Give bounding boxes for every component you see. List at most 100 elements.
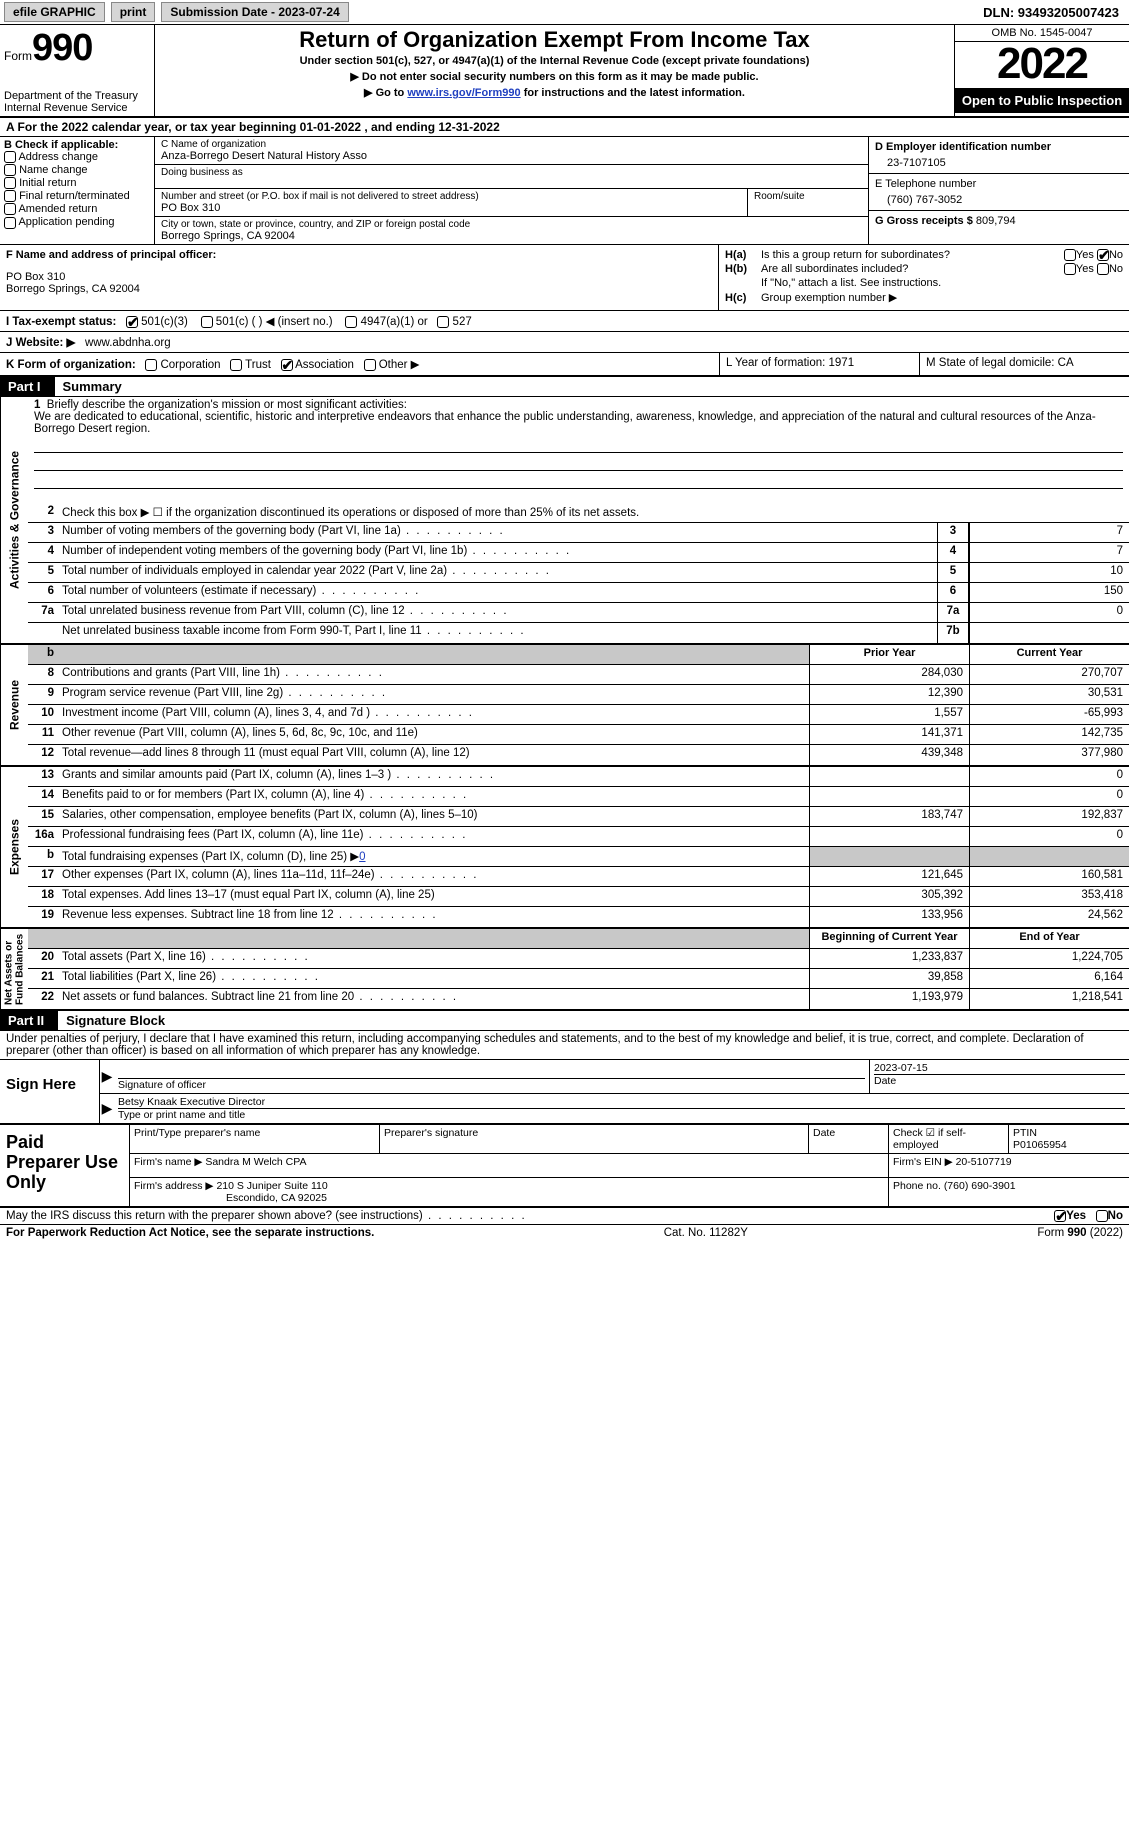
row-14: 14Benefits paid to or for members (Part …	[28, 787, 1129, 807]
chk-501c[interactable]	[201, 316, 213, 328]
prep-date-label: Date	[809, 1125, 889, 1153]
firm-addr1: 210 S Juniper Suite 110	[216, 1180, 327, 1192]
row-2: 2 Check this box ▶ ☐ if the organization…	[28, 503, 1129, 523]
m-state: M State of legal domicile: CA	[919, 353, 1129, 375]
dba-box: Doing business as	[155, 165, 868, 189]
side-ag: Activities & Governance	[0, 397, 28, 643]
form-number: 990	[32, 27, 92, 69]
chk-other[interactable]	[364, 359, 376, 371]
hdr-beg: Beginning of Current Year	[809, 929, 969, 948]
line-a: A For the 2022 calendar year, or tax yea…	[0, 118, 1129, 137]
discuss-row: May the IRS discuss this return with the…	[0, 1208, 1129, 1225]
discuss-yes-chk[interactable]	[1054, 1210, 1066, 1222]
q1-text: Briefly describe the organization's miss…	[47, 399, 407, 411]
part1-header: Part I Summary	[0, 377, 1129, 397]
chk-trust[interactable]	[230, 359, 242, 371]
phone-box: E Telephone number (760) 767-3052	[869, 174, 1129, 211]
hb-yes-chk[interactable]	[1064, 263, 1076, 275]
row-4: 4Number of independent voting members of…	[28, 543, 1129, 563]
name-box: Betsy Knaak Executive Director Type or p…	[114, 1094, 1129, 1123]
header-right: OMB No. 1545-0047 2022 Open to Public In…	[954, 25, 1129, 116]
hb-row: H(b) Are all subordinates included? Yes …	[725, 263, 1123, 275]
gross-box: G Gross receipts $ 809,794	[869, 211, 1129, 231]
row-20: 20Total assets (Part X, line 16)1,233,83…	[28, 949, 1129, 969]
pra-text: For Paperwork Reduction Act Notice, see …	[6, 1227, 374, 1239]
row-10: 10Investment income (Part VIII, column (…	[28, 705, 1129, 725]
row-i: I Tax-exempt status: 501(c)(3) 501(c) ( …	[0, 311, 1129, 332]
row-13: 13Grants and similar amounts paid (Part …	[28, 767, 1129, 787]
col-b: B Check if applicable: Address change Na…	[0, 137, 155, 244]
side-na: Net Assets orFund Balances	[0, 929, 28, 1009]
chk-501c3[interactable]	[126, 316, 138, 328]
row-12: 12Total revenue—add lines 8 through 11 (…	[28, 745, 1129, 765]
section-h: H(a) Is this a group return for subordin…	[719, 245, 1129, 310]
hc-row: H(c) Group exemption number ▶	[725, 291, 1123, 304]
form-title: Return of Organization Exempt From Incom…	[161, 27, 948, 53]
ha-no-chk[interactable]	[1097, 249, 1109, 261]
f-addr1: PO Box 310	[6, 271, 712, 283]
col-c: C Name of organization Anza-Borrego Dese…	[155, 137, 869, 244]
i-label: I Tax-exempt status:	[6, 316, 116, 328]
ein-box: D Employer identification number 23-7107…	[869, 137, 1129, 174]
tax-year: 2022	[955, 42, 1129, 89]
sig-date: 2023-07-15	[874, 1062, 1125, 1074]
addr-value: PO Box 310	[161, 202, 741, 214]
k-label: K Form of organization:	[6, 359, 136, 371]
prep-title: Paid Preparer Use Only	[0, 1125, 130, 1206]
header-center: Return of Organization Exempt From Incom…	[155, 25, 954, 116]
row-7a: 7aTotal unrelated business revenue from …	[28, 603, 1129, 623]
print-button[interactable]: print	[111, 2, 156, 22]
footer-last: For Paperwork Reduction Act Notice, see …	[0, 1225, 1129, 1241]
hb-no-chk[interactable]	[1097, 263, 1109, 275]
row-17: 17Other expenses (Part IX, column (A), l…	[28, 867, 1129, 887]
revenue-section: Revenue b Prior Year Current Year 8Contr…	[0, 645, 1129, 767]
irs-link[interactable]: www.irs.gov/Form990	[407, 87, 520, 99]
hc-text: Group exemption number ▶	[761, 291, 897, 304]
sig-date-label: Date	[874, 1074, 1125, 1087]
dln-number: DLN: 93493205007423	[983, 5, 1125, 20]
chk-address[interactable]: Address change	[4, 151, 150, 163]
row-15: 15Salaries, other compensation, employee…	[28, 807, 1129, 827]
chk-pending[interactable]: Application pending	[4, 216, 150, 228]
prep-selfemp: Check ☑ if self-employed	[889, 1125, 1009, 1153]
chk-4947[interactable]	[345, 316, 357, 328]
row-6: 6Total number of volunteers (estimate if…	[28, 583, 1129, 603]
chk-corp[interactable]	[145, 359, 157, 371]
ptin-value: P01065954	[1013, 1139, 1067, 1151]
sign-block: Sign Here ▶ Signature of officer 2023-07…	[0, 1060, 1129, 1125]
phone-label: E Telephone number	[875, 178, 1123, 190]
chk-initial[interactable]: Initial return	[4, 177, 150, 189]
phone-value: (760) 767-3052	[875, 190, 1123, 206]
row-7b: Net unrelated business taxable income fr…	[28, 623, 1129, 643]
na-hdr: Beginning of Current Year End of Year	[28, 929, 1129, 949]
note2-post: for instructions and the latest informat…	[521, 87, 745, 99]
room-label: Room/suite	[748, 189, 868, 216]
org-name-label: C Name of organization	[161, 139, 862, 150]
part2-title: Signature Block	[58, 1013, 165, 1028]
row-9: 9Program service revenue (Part VIII, lin…	[28, 685, 1129, 705]
v4: 7	[969, 543, 1129, 562]
sig-label: Signature of officer	[118, 1078, 865, 1091]
discuss-text: May the IRS discuss this return with the…	[6, 1210, 527, 1222]
hb-note: If "No," attach a list. See instructions…	[725, 277, 1123, 289]
fundraising-link[interactable]: 0	[359, 851, 365, 863]
form-note1: ▶ Do not enter social security numbers o…	[161, 70, 948, 83]
row-16a: 16aProfessional fundraising fees (Part I…	[28, 827, 1129, 847]
chk-name[interactable]: Name change	[4, 164, 150, 176]
chk-assoc[interactable]	[281, 359, 293, 371]
hdr-curr: Current Year	[969, 645, 1129, 664]
ha-yes-chk[interactable]	[1064, 249, 1076, 261]
sig-box: Signature of officer	[114, 1060, 869, 1093]
row-22: 22Net assets or fund balances. Subtract …	[28, 989, 1129, 1009]
chk-amended[interactable]: Amended return	[4, 203, 150, 215]
row-21: 21Total liabilities (Part X, line 26)39,…	[28, 969, 1129, 989]
chk-final[interactable]: Final return/terminated	[4, 190, 150, 202]
part1-num: Part I	[0, 377, 55, 396]
prep-name-label: Print/Type preparer's name	[130, 1125, 380, 1153]
chk-527[interactable]	[437, 316, 449, 328]
f-addr2: Borrego Springs, CA 92004	[6, 283, 712, 295]
discuss-no-chk[interactable]	[1096, 1210, 1108, 1222]
firm-addr2: Escondido, CA 92025	[134, 1192, 327, 1204]
expenses-section: Expenses 13Grants and similar amounts pa…	[0, 767, 1129, 929]
rev-hdr: b Prior Year Current Year	[28, 645, 1129, 665]
